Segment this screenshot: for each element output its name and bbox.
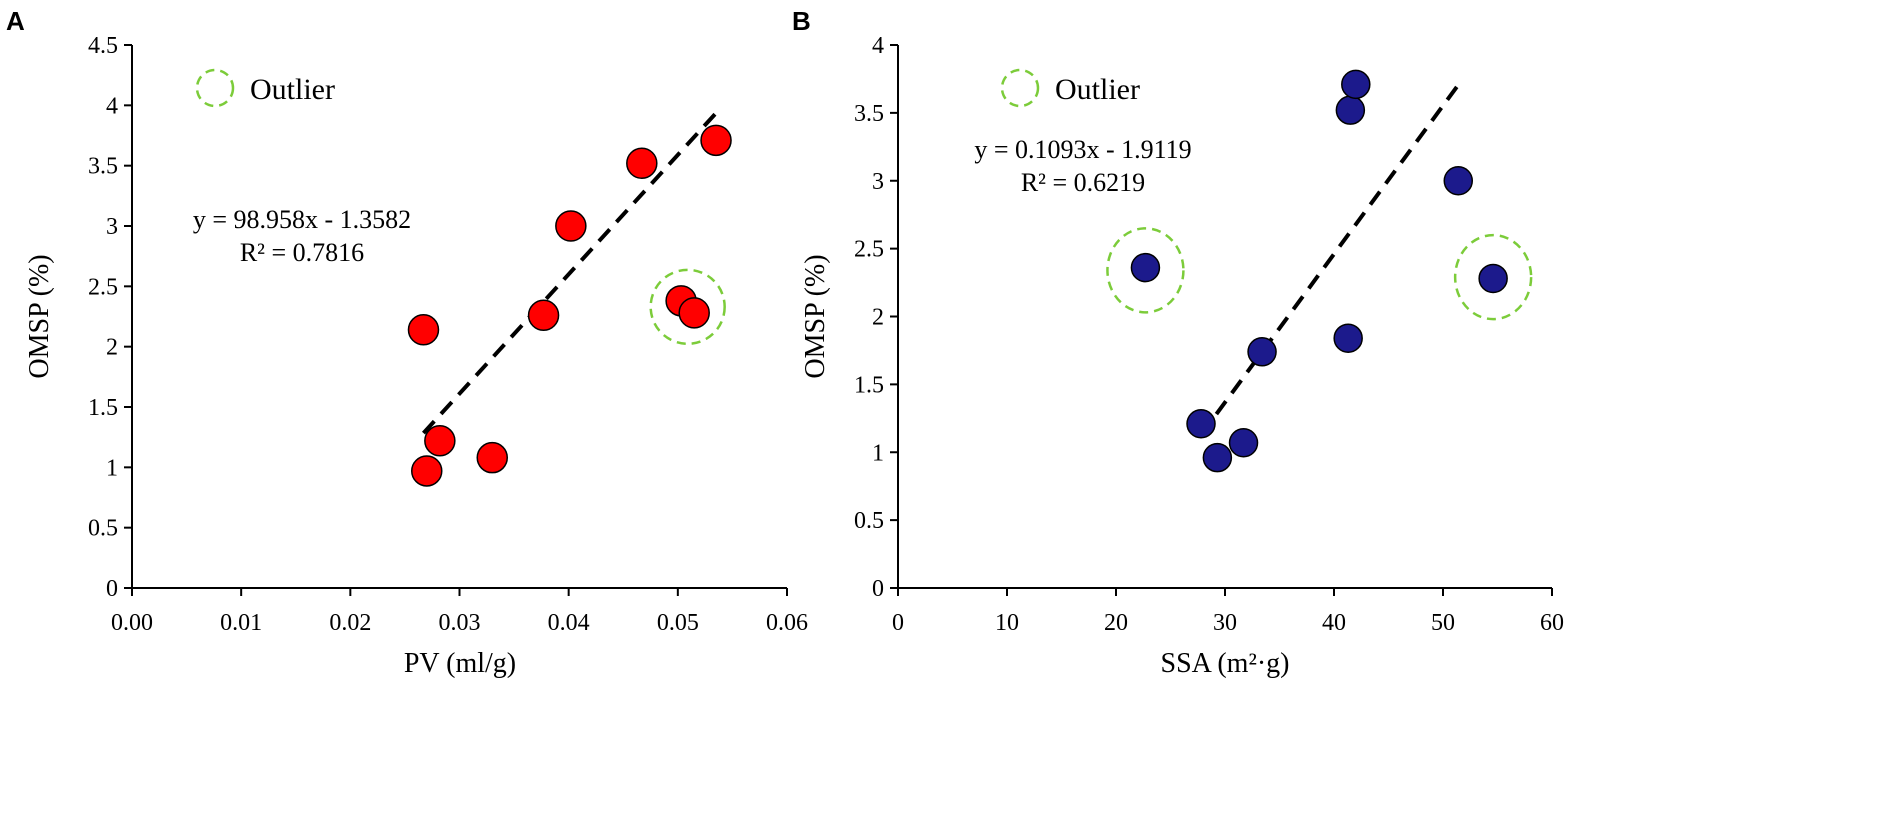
y-tick-label: 0 <box>106 576 118 602</box>
data-point <box>411 455 443 487</box>
y-axis-title: OMSP (%) <box>24 254 55 378</box>
legend-outlier-icon <box>195 68 235 108</box>
y-axis-title: OMSP (%) <box>800 254 831 378</box>
r-squared-label: R² = 0.6219 <box>1021 168 1145 197</box>
data-point <box>1228 427 1259 458</box>
legend-outlier-icon <box>1000 68 1040 108</box>
y-tick-label: 4 <box>106 93 118 119</box>
legend-label: Outlier <box>1055 73 1140 106</box>
r-squared-label: R² = 0.7816 <box>240 238 364 267</box>
data-point <box>555 210 587 242</box>
data-point <box>527 299 560 332</box>
data-point <box>1130 252 1161 283</box>
x-tick-label: 50 <box>1431 610 1455 636</box>
scatter-panel-a: 0 0.5 1 1.5 2 2.5 3 3.5 4 4.5 0.00 0.01 0.02 0.03 0.04… <box>24 33 808 679</box>
x-tick-label: 0.06 <box>766 610 808 636</box>
legend-label: Outlier <box>250 73 335 106</box>
data-point <box>407 314 440 346</box>
x-tick-label: 60 <box>1540 610 1564 636</box>
data-point <box>700 124 732 157</box>
data-point <box>1341 69 1371 100</box>
x-tick-label: 0.01 <box>220 610 262 636</box>
outlier-ring <box>649 268 726 346</box>
data-point <box>626 147 658 180</box>
y-tick-label: 3.5 <box>88 154 118 180</box>
x-tick-label: 30 <box>1213 610 1237 636</box>
x-tick-label: 0.00 <box>111 610 153 636</box>
data-point <box>1335 95 1366 125</box>
x-tick-label: 0.03 <box>439 610 481 636</box>
x-tick-label: 20 <box>1104 610 1128 636</box>
data-point <box>424 425 456 457</box>
trendline <box>1199 85 1459 437</box>
x-tick-label: 40 <box>1322 610 1346 636</box>
panel-label-b: B <box>792 6 811 36</box>
data-point <box>476 441 508 474</box>
data-point <box>1333 323 1363 353</box>
data-point <box>1202 442 1233 473</box>
x-tick-label: 0.05 <box>657 610 699 636</box>
trendline <box>421 109 720 435</box>
y-tick-label: 1.5 <box>854 372 884 398</box>
y-tick-label: 1 <box>106 455 118 481</box>
y-tick-label: 0 <box>872 576 884 602</box>
data-point <box>1478 263 1508 294</box>
y-tick-label: 0.5 <box>854 508 884 534</box>
regression-equation: y = 0.1093x - 1.9119 <box>974 135 1191 164</box>
panel-label-a: A <box>6 6 25 36</box>
outlier-ring <box>1106 227 1185 314</box>
y-tick-label: 1.5 <box>88 395 118 421</box>
x-axis-title: PV (ml/g) <box>404 648 516 679</box>
data-point <box>678 297 710 329</box>
x-tick-label: 0.04 <box>548 610 590 636</box>
y-tick-label: 3.5 <box>854 101 884 127</box>
data-point <box>1443 166 1474 196</box>
x-tick-label: 0 <box>892 610 904 636</box>
y-tick-label: 0.5 <box>88 516 118 542</box>
x-tick-label: 0.02 <box>329 610 371 636</box>
y-tick-label: 4.5 <box>88 33 118 59</box>
x-axis-title: SSA (m²·g) <box>1161 648 1290 679</box>
data-point <box>1247 337 1277 367</box>
y-tick-label: 3 <box>872 169 884 195</box>
y-tick-label: 4 <box>872 33 884 59</box>
y-tick-label: 2 <box>106 335 118 361</box>
y-tick-label: 2 <box>872 305 884 331</box>
y-tick-label: 1 <box>872 440 884 466</box>
y-tick-label: 3 <box>106 214 118 240</box>
data-point <box>1186 408 1216 439</box>
y-tick-label: 2.5 <box>854 237 884 263</box>
x-tick-label: 10 <box>995 610 1019 636</box>
outlier-ring <box>1453 233 1533 321</box>
y-tick-label: 2.5 <box>88 274 118 300</box>
regression-equation: y = 98.958x - 1.3582 <box>193 205 411 234</box>
